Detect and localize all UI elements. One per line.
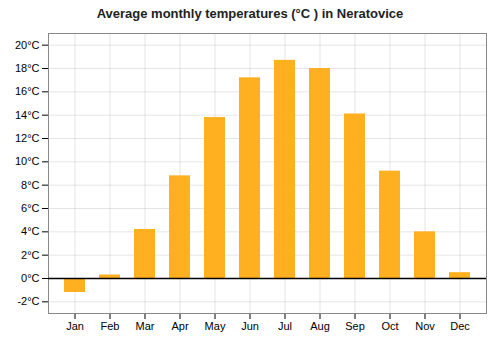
svg-text:Sep: Sep [345,320,365,332]
svg-text:16°C: 16°C [15,85,40,97]
svg-text:18°C: 18°C [15,62,40,74]
svg-text:May: May [205,320,226,332]
svg-text:Oct: Oct [381,320,398,332]
svg-text:Apr: Apr [171,320,188,332]
svg-text:12°C: 12°C [15,132,40,144]
svg-text:4°C: 4°C [21,225,40,237]
svg-text:Jan: Jan [66,320,84,332]
svg-text:-2°C: -2°C [17,295,39,307]
svg-text:8°C: 8°C [21,179,40,191]
svg-text:10°C: 10°C [15,155,40,167]
svg-text:2°C: 2°C [21,249,40,261]
svg-text:Jul: Jul [278,320,292,332]
svg-text:Nov: Nov [415,320,435,332]
svg-text:Dec: Dec [450,320,470,332]
svg-text:Mar: Mar [136,320,155,332]
svg-text:6°C: 6°C [21,202,40,214]
html-text:Average monthly temperatures (: Average monthly temperatures (°C ) in Ne… [96,6,404,21]
svg-text:Jun: Jun [241,320,259,332]
svg-text:0°C: 0°C [21,272,40,284]
svg-text:20°C: 20°C [15,39,40,51]
svg-text:Aug: Aug [310,320,330,332]
svg-text:14°C: 14°C [15,109,40,121]
svg-text:Feb: Feb [101,320,120,332]
